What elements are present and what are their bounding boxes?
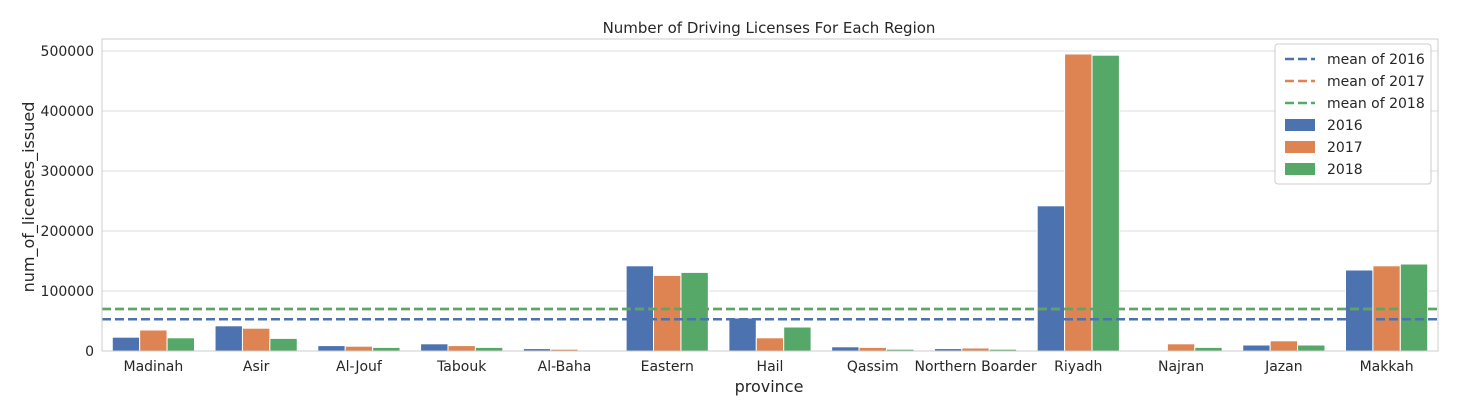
gridlines bbox=[102, 50, 1438, 352]
bar-2018 bbox=[269, 337, 298, 352]
bar-2017 bbox=[1064, 53, 1093, 352]
bar-2017 bbox=[344, 345, 374, 352]
bar-2018 bbox=[1399, 263, 1429, 352]
y-tick-label: 400000 bbox=[41, 104, 94, 120]
bar-2016 bbox=[1345, 269, 1374, 352]
x-axis-label: province bbox=[735, 377, 804, 396]
legend-label: mean of 2016 bbox=[1327, 52, 1425, 68]
x-tick-label: Al-Baha bbox=[538, 359, 592, 375]
bar-2016 bbox=[728, 317, 757, 352]
bar-2018 bbox=[474, 346, 504, 352]
bar-2017 bbox=[1269, 340, 1299, 352]
bar-2016 bbox=[420, 343, 449, 352]
plot-frame bbox=[101, 38, 1439, 352]
bar-2018 bbox=[372, 346, 401, 352]
bar-2017 bbox=[447, 345, 476, 352]
bar-2017 bbox=[858, 346, 887, 352]
legend-patch-swatch bbox=[1285, 163, 1315, 175]
bar-2016 bbox=[831, 346, 860, 352]
x-tick-label: Riyadh bbox=[1054, 359, 1102, 375]
x-tick-label: Qassim bbox=[847, 359, 899, 375]
y-tick-label: 300000 bbox=[41, 164, 94, 180]
legend-patch-swatch bbox=[1285, 141, 1315, 153]
y-tick-labels: 0 100000 200000 300000 400000 500000 bbox=[41, 44, 94, 360]
bar-2018 bbox=[166, 337, 195, 352]
bar-2018 bbox=[1194, 346, 1223, 352]
y-tick-label: 200000 bbox=[41, 224, 94, 240]
x-tick-label: Hail bbox=[757, 359, 784, 375]
bar-2016 bbox=[1242, 344, 1271, 352]
bar-2018 bbox=[1091, 54, 1120, 352]
bar-2016 bbox=[1036, 205, 1066, 352]
bar-2018 bbox=[680, 271, 709, 352]
chart-title: Number of Driving Licenses For Each Regi… bbox=[603, 19, 936, 37]
mean-lines bbox=[102, 307, 1438, 321]
x-tick-label: Asir bbox=[243, 359, 270, 375]
x-tick-label: Tabouk bbox=[436, 359, 487, 375]
x-tick-label: Jazan bbox=[1264, 359, 1303, 375]
y-tick-label: 100000 bbox=[41, 284, 94, 300]
bar-2016 bbox=[317, 345, 346, 352]
bar-2018 bbox=[1297, 344, 1326, 352]
legend-label: 2016 bbox=[1327, 118, 1363, 134]
bar-2016 bbox=[214, 325, 243, 352]
x-tick-label: Najran bbox=[1158, 359, 1204, 375]
bar-2016 bbox=[111, 336, 141, 352]
bar-2018 bbox=[783, 326, 812, 352]
x-tick-label: Eastern bbox=[641, 359, 694, 375]
y-tick-label: 0 bbox=[85, 344, 94, 360]
legend-label: mean of 2018 bbox=[1327, 96, 1425, 112]
legend-patch-swatch bbox=[1285, 119, 1315, 131]
bar-2017 bbox=[1166, 343, 1196, 352]
x-tick-label: Makkah bbox=[1360, 359, 1414, 375]
y-tick-label: 500000 bbox=[41, 44, 94, 60]
legend-label: 2017 bbox=[1327, 140, 1363, 156]
x-tick-labels: Madinah Asir Al-Jouf Tabouk Al-Baha Eastern Ha… bbox=[124, 359, 1414, 375]
legend-label: mean of 2017 bbox=[1327, 74, 1425, 90]
bar-2017 bbox=[241, 327, 271, 352]
bar-2017 bbox=[139, 329, 168, 352]
legend: mean of 2016 mean of 2017 mean of 2018 2016… bbox=[1274, 43, 1432, 185]
bar-2017 bbox=[755, 337, 785, 352]
x-tick-label: Northern Boarder bbox=[914, 359, 1036, 375]
x-tick-label: Al-Jouf bbox=[336, 359, 383, 375]
bars bbox=[111, 53, 1429, 352]
bar-2017 bbox=[653, 274, 682, 352]
x-tick-label: Madinah bbox=[124, 359, 184, 375]
legend-label: 2018 bbox=[1327, 162, 1363, 178]
y-axis-label: num_of_licenses_issued bbox=[19, 102, 39, 293]
